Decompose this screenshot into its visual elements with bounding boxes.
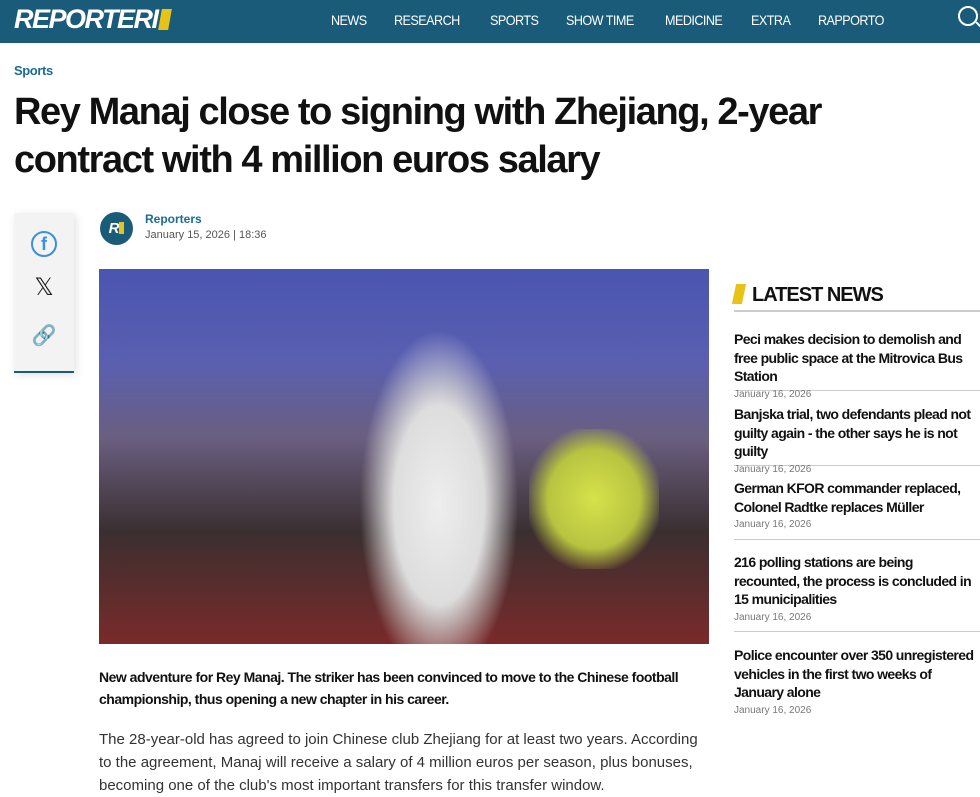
news-date: January 16, 2026: [734, 519, 812, 530]
image-steward: [529, 429, 659, 569]
news-title[interactable]: Banjska trial, two defendants plead not …: [734, 406, 971, 459]
list-item[interactable]: 216 polling stations are being recounted…: [734, 553, 980, 632]
nav-sports[interactable]: SPORTS: [489, 12, 539, 28]
facebook-icon[interactable]: f: [31, 231, 57, 257]
news-title[interactable]: Police encounter over 350 unregistered v…: [734, 647, 974, 700]
nav-show-time[interactable]: SHOW TIME: [566, 12, 635, 28]
latest-news-heading: LATEST NEWS: [731, 284, 980, 312]
nav-news[interactable]: NEWS: [331, 12, 367, 28]
category-link[interactable]: Sports: [14, 63, 53, 78]
heading-accent: [731, 284, 747, 304]
article-image: [99, 269, 709, 644]
news-title[interactable]: Peci makes decision to demolish and free…: [734, 331, 963, 384]
news-date: January 16, 2026: [734, 463, 812, 475]
logo-text: REPORTERI: [14, 4, 159, 34]
site-logo[interactable]: REPORTERI: [14, 4, 172, 35]
publish-date: January 15, 2026 | 18:36: [145, 229, 267, 241]
nav-rapporto[interactable]: RAPPORTO: [817, 12, 884, 28]
news-date: January 16, 2026: [734, 611, 812, 623]
list-item[interactable]: Banjska trial, two defendants plead not …: [734, 405, 980, 475]
list-item[interactable]: Police encounter over 350 unregistered v…: [734, 646, 980, 721]
nav-research[interactable]: RESEARCH: [393, 12, 460, 28]
main-nav: NEWS RESEARCH SPORTS SHOW TIME MEDICINE …: [331, 12, 891, 28]
nav-medicine[interactable]: MEDICINE: [664, 12, 723, 28]
news-date: January 16, 2026: [734, 388, 812, 400]
page-title: Rey Manaj close to signing with Zhejiang…: [14, 91, 822, 181]
heading-text: LATEST NEWS: [752, 284, 884, 306]
author-link[interactable]: Reporters: [145, 212, 202, 226]
logo-bar: [157, 9, 172, 30]
news-date: January 16, 2026: [734, 704, 812, 716]
news-title[interactable]: 216 polling stations are being recounted…: [734, 554, 972, 607]
article-lead: New adventure for Rey Manaj. The striker…: [99, 669, 679, 707]
list-item[interactable]: German KFOR commander replaced, Colonel …: [734, 479, 980, 540]
x-icon[interactable]: 𝕏: [34, 274, 54, 301]
site-header: REPORTERI NEWS RESEARCH SPORTS SHOW TIME…: [0, 0, 980, 43]
avatar: R: [100, 212, 133, 245]
list-item[interactable]: Peci makes decision to demolish and free…: [734, 330, 980, 400]
search-icon[interactable]: [958, 6, 978, 26]
share-bar: f 𝕏 🔗: [14, 213, 74, 373]
image-player: [359, 329, 519, 644]
nav-extra[interactable]: EXTRA: [751, 12, 791, 28]
article-body: The 28-year-old has agreed to join Chine…: [99, 731, 698, 794]
link-icon[interactable]: 🔗: [31, 325, 57, 347]
news-title[interactable]: German KFOR commander replaced, Colonel …: [734, 480, 961, 515]
